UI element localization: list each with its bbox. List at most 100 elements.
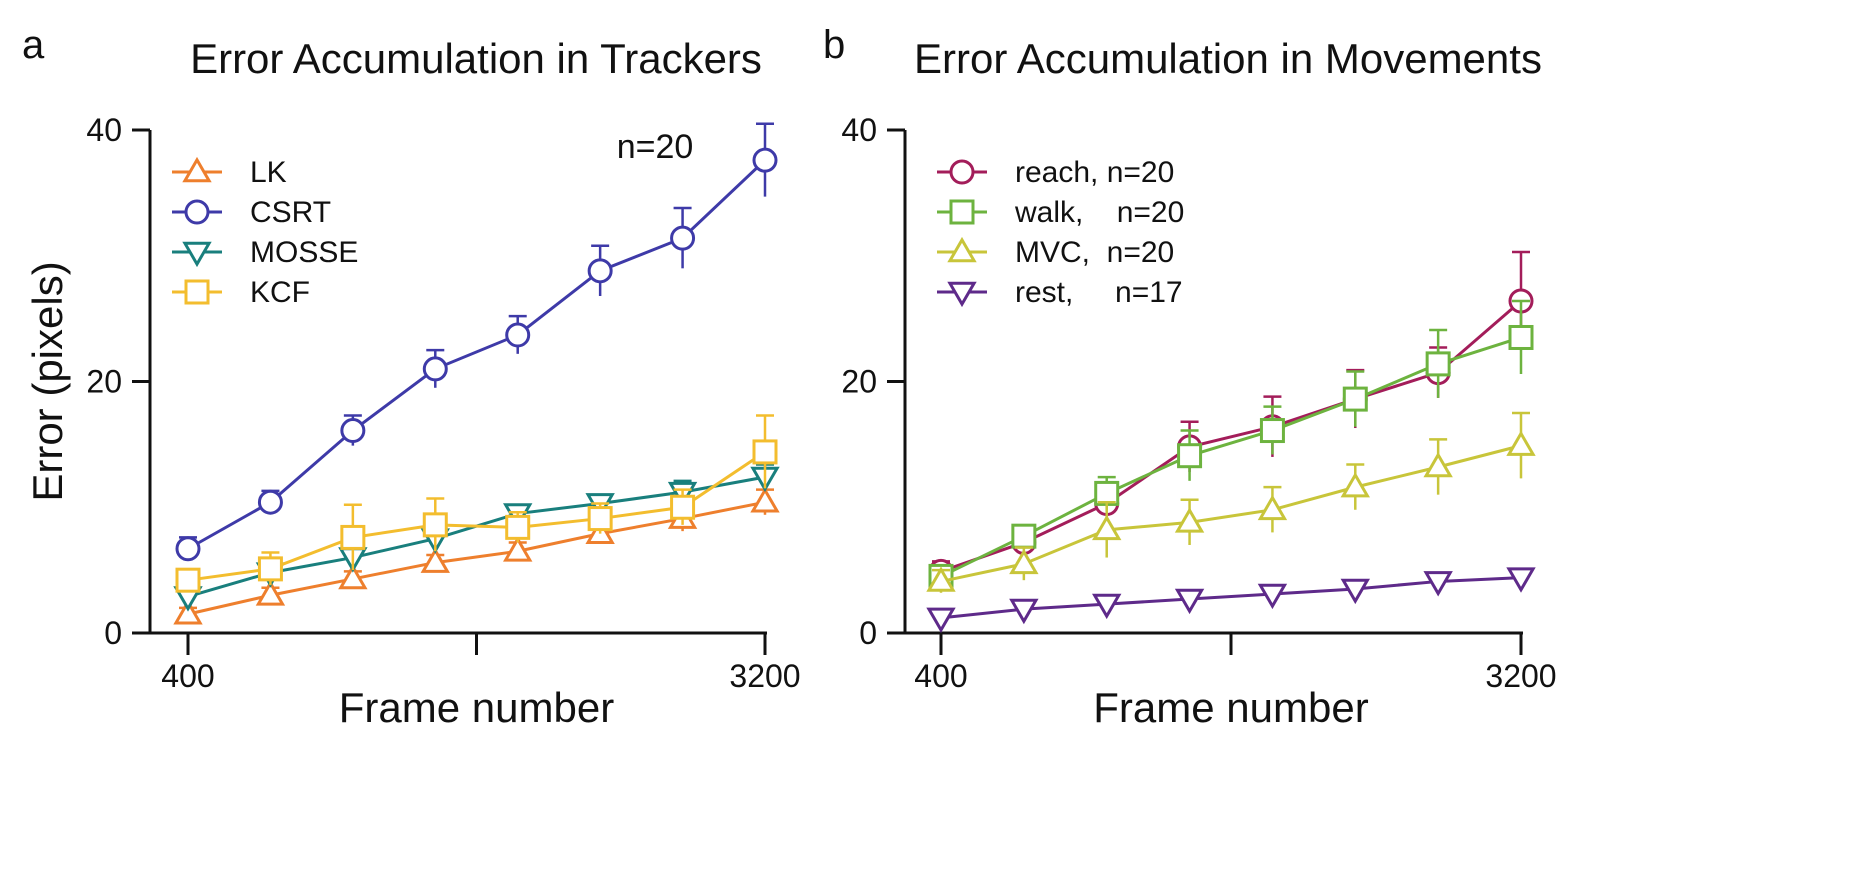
x-tick-label: 3200 <box>729 658 800 694</box>
data-point <box>255 580 286 606</box>
legend-swatch-marker <box>184 199 210 225</box>
series-1 <box>175 122 778 562</box>
legend: reach, n=20 walk, n=20 MVC, n=20 rest, n=17 <box>937 156 1184 309</box>
data-point <box>752 147 778 173</box>
y-tick-label: 0 <box>104 615 122 651</box>
legend-swatch-marker <box>949 199 975 225</box>
legend-swatch-marker <box>949 159 975 185</box>
data-point <box>1340 578 1370 605</box>
data-point <box>420 547 450 573</box>
data-point <box>750 487 780 513</box>
data-point <box>1340 472 1370 498</box>
data-point <box>1342 386 1368 412</box>
legend-item: KCF <box>172 276 310 309</box>
x-axis-label: Frame number <box>339 684 614 731</box>
panel-letter: a <box>22 23 45 67</box>
legend-swatch-marker <box>184 279 210 305</box>
legend-swatch-marker <box>182 241 212 268</box>
legend-label: reach, n=20 <box>1015 156 1174 189</box>
chart-title: Error Accumulation in Movements <box>914 35 1542 82</box>
x-axis-label: Frame number <box>1093 684 1368 731</box>
legend-swatch-marker <box>947 236 977 263</box>
data-point <box>752 439 778 465</box>
data-point <box>670 494 696 520</box>
data-point <box>503 536 533 562</box>
data-point <box>1506 430 1536 456</box>
data-point <box>1009 548 1039 575</box>
data-point <box>173 599 203 625</box>
legend-item: reach, n=20 <box>937 156 1174 189</box>
legend-label: walk, n=20 <box>1014 196 1184 229</box>
y-tick-label: 40 <box>841 112 877 148</box>
data-point <box>1425 351 1451 377</box>
panel-b: b Error Accumulation in Movements 0 20 40 400… <box>823 23 1557 731</box>
data-point <box>1092 593 1122 620</box>
data-point <box>670 225 696 251</box>
x-tick-label: 400 <box>914 658 967 694</box>
data-point <box>1508 324 1534 350</box>
data-point <box>926 607 956 634</box>
series-line <box>187 500 766 616</box>
panel-a: a Error Accumulation in Trackers 0 20 40 400 3… <box>22 23 801 731</box>
series-line <box>940 444 1522 583</box>
legend-label: MVC, n=20 <box>1015 236 1174 269</box>
series-line <box>187 159 767 551</box>
data-point <box>587 506 613 532</box>
series-2 <box>926 411 1536 593</box>
data-point <box>1177 443 1203 469</box>
data-point <box>1257 583 1288 610</box>
legend-label: LK <box>250 156 287 189</box>
legend-item: rest, n=17 <box>937 276 1183 309</box>
axes: 0 20 40 400 3200 <box>86 112 800 694</box>
legend-label: MOSSE <box>250 236 358 269</box>
legend-label: KCF <box>250 276 310 309</box>
series-0 <box>173 487 780 625</box>
data-point <box>257 556 283 582</box>
data-point <box>1011 523 1037 549</box>
data-point <box>505 514 531 540</box>
legend-item: CSRT <box>172 196 331 229</box>
legend-item: MOSSE <box>172 236 358 269</box>
data-point <box>1259 418 1285 444</box>
series-line <box>940 336 1522 578</box>
data-point <box>175 536 201 562</box>
data-point <box>926 566 956 592</box>
data-point <box>422 356 448 382</box>
data-point <box>1257 494 1288 521</box>
data-point <box>587 258 613 284</box>
y-tick-label: 40 <box>86 112 122 148</box>
series-line <box>940 299 1522 573</box>
x-tick-label: 3200 <box>1485 658 1556 694</box>
legend-item: MVC, n=20 <box>937 236 1174 269</box>
series-3 <box>175 414 778 593</box>
x-tick-label: 400 <box>161 658 214 694</box>
data-point <box>1009 598 1039 625</box>
legend-label: CSRT <box>250 196 331 229</box>
legend-item: LK <box>172 156 287 189</box>
series-1 <box>928 299 1534 589</box>
data-point <box>1174 588 1205 615</box>
y-tick-label: 20 <box>841 364 877 400</box>
data-point <box>175 567 201 593</box>
data-point <box>505 322 531 348</box>
data-point <box>1423 571 1453 597</box>
legend-label: rest, n=17 <box>1015 276 1183 309</box>
series-line <box>940 576 1522 620</box>
y-tick-label: 20 <box>86 364 122 400</box>
series-3 <box>926 567 1536 634</box>
data-point <box>1092 514 1122 541</box>
sample-size-annotation: n=20 <box>617 128 694 166</box>
axes: 0 20 40 400 3200 <box>841 112 1556 694</box>
y-axis-label: Error (pixels) <box>24 261 71 501</box>
data-point <box>1506 567 1536 593</box>
legend-swatch-marker <box>182 156 212 183</box>
series-line <box>187 450 766 582</box>
legend-swatch-marker <box>947 281 977 308</box>
data-point <box>257 489 283 515</box>
data-point <box>338 563 368 590</box>
chart-title: Error Accumulation in Trackers <box>190 35 762 82</box>
data-point <box>422 512 448 538</box>
y-tick-label: 0 <box>859 615 877 651</box>
data-point <box>1423 451 1453 478</box>
